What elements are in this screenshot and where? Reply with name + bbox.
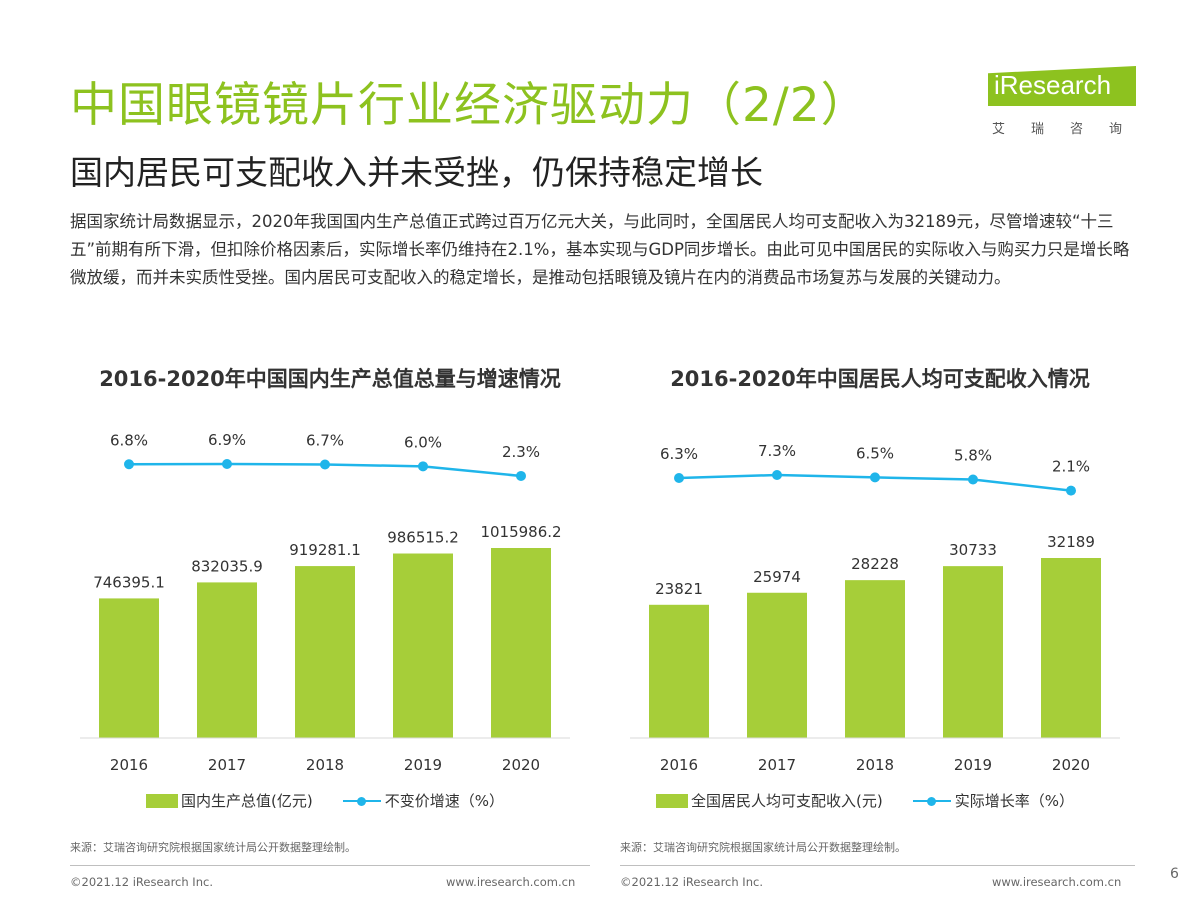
x-tick-label: 2017 xyxy=(208,756,246,774)
bar xyxy=(845,580,905,738)
bar xyxy=(943,566,1003,738)
chart-title-income: 2016-2020年中国居民人均可支配收入情况 xyxy=(670,367,1090,391)
legend-label-income-growth: 实际增长率（%） xyxy=(954,792,1074,810)
growth-label: 7.3% xyxy=(758,442,796,460)
x-tick-label: 2020 xyxy=(1052,756,1090,774)
legend-line-swatch xyxy=(912,794,951,808)
iresearch-logo: iResearch 艾瑞咨询 xyxy=(984,62,1144,142)
legend-item-income: 全国居民人均可支配收入(元) xyxy=(656,790,883,811)
legend-item-gdp: 国内生产总值(亿元) xyxy=(146,790,313,811)
x-tick-label: 2020 xyxy=(502,756,540,774)
bar xyxy=(649,604,709,738)
bar-value-label: 28228 xyxy=(851,555,899,573)
growth-point xyxy=(772,470,782,480)
bar-value-label: 919281.1 xyxy=(289,541,361,559)
growth-label: 6.3% xyxy=(660,445,698,463)
growth-point xyxy=(968,474,978,485)
bar xyxy=(1041,558,1101,738)
growth-point xyxy=(222,459,232,469)
x-tick-label: 2018 xyxy=(306,756,344,774)
growth-label: 6.8% xyxy=(110,431,148,449)
footer-divider-right xyxy=(620,865,1135,866)
gdp-chart: 6.8% 6.9% 6.7% 6.0% 2.3% 746395.1 2016 832035.9… xyxy=(80,431,570,774)
page-number: 6 xyxy=(1170,866,1179,882)
page-title: 中国眼镜镜片行业经济驱动力（2/2） xyxy=(70,78,869,133)
body-paragraph: 据国家统计局数据显示，2020年我国国内生产总值正式跨过百万亿元大关，与此同时，… xyxy=(70,212,1130,287)
bar-value-label: 832035.9 xyxy=(191,557,263,575)
growth-label: 6.5% xyxy=(856,444,894,462)
bar xyxy=(491,548,551,738)
growth-point xyxy=(870,472,880,483)
page-subtitle: 国内居民可支配收入并未受挫，仍保持稳定增长 xyxy=(70,153,763,192)
bar-value-label: 986515.2 xyxy=(387,529,459,547)
growth-point xyxy=(516,470,526,481)
footer-url-left[interactable]: www.iresearch.com.cn xyxy=(446,875,576,889)
x-tick-label: 2016 xyxy=(660,756,698,774)
footer-url-right[interactable]: www.iresearch.com.cn xyxy=(992,875,1122,889)
footer-divider-left xyxy=(70,865,590,866)
growth-point xyxy=(1066,485,1076,496)
income-chart: 6.3% 7.3% 6.5% 5.8% 2.1% 23821 2016 25974 2017 28… xyxy=(630,442,1120,774)
bar xyxy=(393,553,453,738)
legend-label-gdp-growth: 不变价增速（%） xyxy=(384,792,504,810)
source-note-right: 来源：艾瑞咨询研究院根据国家统计局公开数据整理绘制。 xyxy=(620,841,906,854)
growth-point xyxy=(418,461,428,472)
growth-label: 6.0% xyxy=(404,433,442,451)
bar xyxy=(747,592,807,738)
logo-chinese-text: 艾瑞咨询 xyxy=(992,122,1149,137)
income-chart-legend: 全国居民人均可支配收入(元) 实际增长率（%） xyxy=(656,790,1104,811)
bar-value-label: 1015986.2 xyxy=(480,523,561,541)
bar-value-label: 746395.1 xyxy=(93,573,165,591)
bar xyxy=(197,582,257,738)
growth-point xyxy=(124,459,134,470)
legend-label-gdp: 国内生产总值(亿元) xyxy=(181,792,313,810)
growth-point xyxy=(674,473,684,483)
bar-value-label: 30733 xyxy=(949,541,997,559)
x-tick-label: 2019 xyxy=(954,756,992,774)
gdp-chart-legend: 国内生产总值(亿元) 不变价增速（%） xyxy=(146,790,534,811)
bar-value-label: 23821 xyxy=(655,580,703,598)
growth-label: 5.8% xyxy=(954,447,992,465)
logo-text: iResearch xyxy=(994,70,1112,100)
growth-label: 6.9% xyxy=(208,431,246,449)
x-tick-label: 2019 xyxy=(404,756,442,774)
x-tick-label: 2016 xyxy=(110,756,148,774)
logo-background xyxy=(988,66,1136,106)
bar xyxy=(99,598,159,738)
footer-copyright-left: ©2021.12 iResearch Inc. xyxy=(70,875,213,889)
growth-point xyxy=(320,459,330,470)
chart-title-gdp: 2016-2020年中国国内生产总值总量与增速情况 xyxy=(99,367,561,391)
legend-item-gdp-growth: 不变价增速（%） xyxy=(342,790,504,811)
legend-bar-swatch xyxy=(146,793,178,808)
legend-item-income-growth: 实际增长率（%） xyxy=(912,790,1074,811)
bar-value-label: 32189 xyxy=(1047,533,1095,551)
x-tick-label: 2017 xyxy=(758,756,796,774)
growth-label: 2.3% xyxy=(502,443,540,461)
legend-bar-swatch xyxy=(656,793,688,808)
x-tick-label: 2018 xyxy=(856,756,894,774)
growth-label: 6.7% xyxy=(306,432,344,450)
bar xyxy=(295,566,355,738)
bar-value-label: 25974 xyxy=(753,568,801,586)
legend-label-income: 全国居民人均可支配收入(元) xyxy=(691,792,883,810)
growth-label: 2.1% xyxy=(1052,458,1090,476)
footer-copyright-right: ©2021.12 iResearch Inc. xyxy=(620,875,763,889)
legend-line-swatch xyxy=(342,794,381,808)
source-note-left: 来源：艾瑞咨询研究院根据国家统计局公开数据整理绘制。 xyxy=(70,841,356,854)
